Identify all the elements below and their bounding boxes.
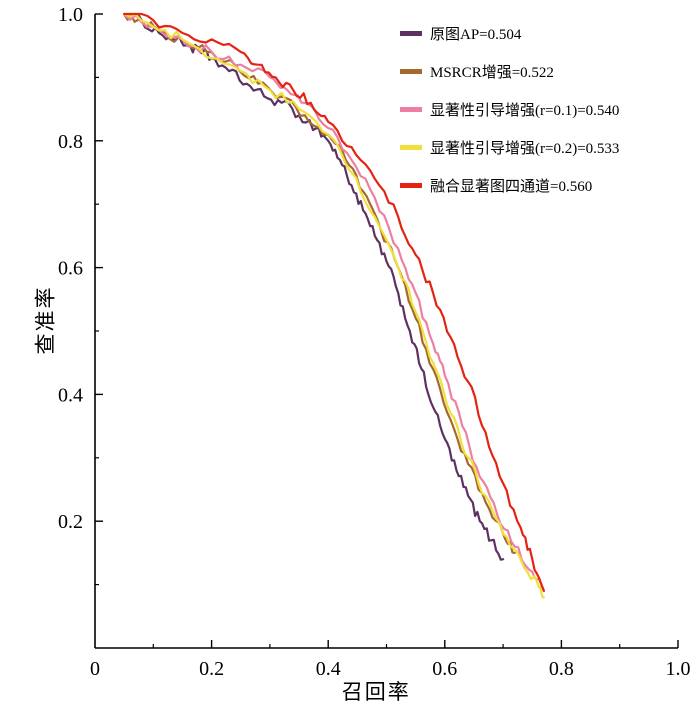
legend-item: 显著性引导增强(r=0.2)=0.533: [400, 128, 619, 166]
legend: 原图AP=0.504 MSRCR增强=0.522 显著性引导增强(r=0.1)=…: [400, 14, 619, 204]
legend-item: MSRCR增强=0.522: [400, 52, 619, 90]
x-tick-label: 0.2: [199, 658, 224, 680]
y-tick-label: 0.6: [58, 258, 83, 280]
legend-swatch-icon: [400, 30, 422, 36]
series-path-0: [123, 12, 505, 561]
legend-label: 显著性引导增强(r=0.2)=0.533: [430, 140, 620, 157]
legend-item: 原图AP=0.504: [400, 14, 619, 52]
legend-swatch-icon: [400, 144, 422, 150]
series-path-4: [123, 12, 546, 593]
legend-label: MSRCR增强=0.522: [430, 64, 554, 81]
x-tick-label: 0.6: [432, 658, 457, 680]
legend-label: 原图AP=0.504: [430, 26, 522, 43]
x-tick-label: 0.8: [549, 658, 574, 680]
y-tick-label: 0.8: [58, 131, 83, 153]
legend-item: 融合显著图四通道=0.560: [400, 166, 619, 204]
series-path-3: [123, 12, 546, 599]
x-tick-label: 0.4: [316, 658, 341, 680]
legend-label: 融合显著图四通道=0.560: [430, 178, 593, 195]
series-path-2: [123, 12, 546, 593]
legend-swatch-icon: [400, 182, 422, 188]
y-tick-label: 0.4: [58, 384, 83, 406]
legend-swatch-icon: [400, 106, 422, 112]
x-tick-label: 0: [90, 658, 100, 680]
y-axis-label: 查准率: [33, 285, 58, 355]
y-tick-label: 0.2: [58, 511, 83, 533]
y-tick-label: 1.0: [58, 4, 83, 26]
legend-item: 显著性引导增强(r=0.1)=0.540: [400, 90, 619, 128]
x-tick-label: 1.0: [666, 658, 691, 680]
legend-swatch-icon: [400, 68, 422, 74]
legend-label: 显著性引导增强(r=0.1)=0.540: [430, 102, 620, 119]
x-axis-label: 召回率: [341, 680, 411, 704]
